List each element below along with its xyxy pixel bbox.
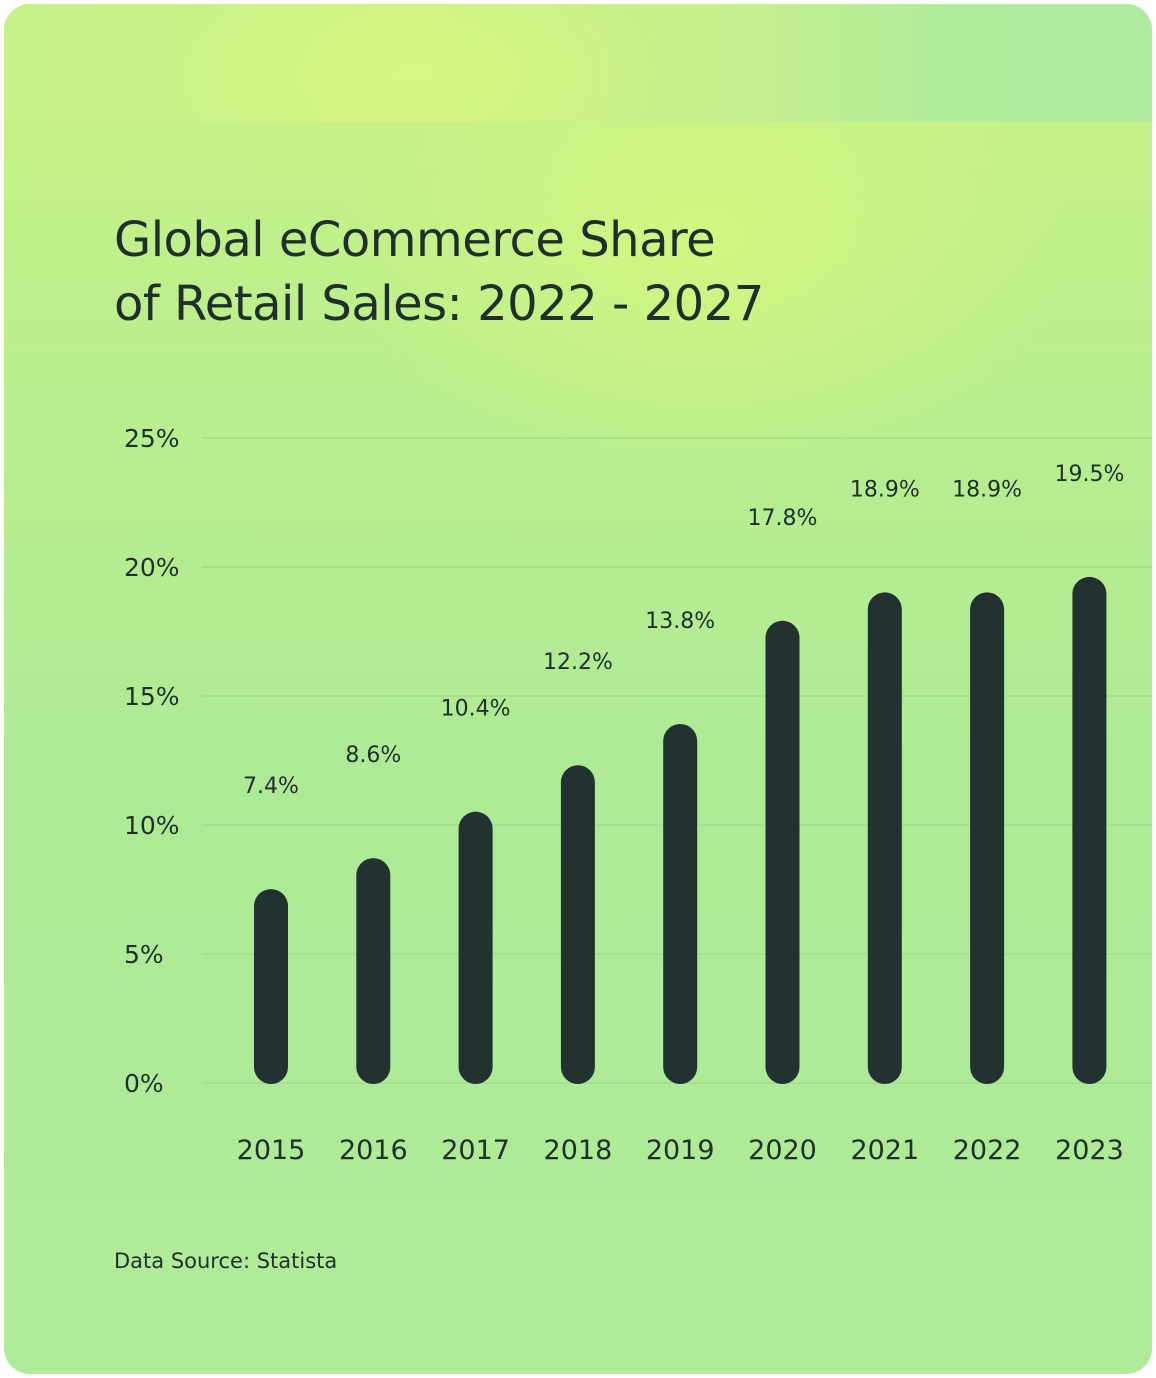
chart-card: Global eCommerce Share of Retail Sales: … [4,4,1152,1374]
x-tick-label: 2021 [850,1135,919,1166]
y-tick-label: 5% [124,940,164,969]
data-label: 17.8% [748,506,818,531]
bar [867,592,902,1084]
data-label: 10.4% [441,697,511,722]
x-tick-label: 2018 [544,1135,613,1166]
x-tick-label: 2020 [748,1135,817,1166]
chart-title-line-2: of Retail Sales: 2022 - 2027 [114,276,764,332]
bar [356,858,391,1084]
y-tick-label: 10% [124,811,180,840]
bar [560,765,595,1084]
chart-title-line-1: Global eCommerce Share [114,212,716,268]
data-label: 13.8% [645,609,715,634]
data-source: Data Source: Statista [114,1249,338,1273]
bar [458,811,493,1084]
x-tick-label: 2019 [646,1135,715,1166]
y-tick-label: 25% [124,424,180,453]
bar [663,723,698,1084]
data-label: 7.4% [243,774,299,799]
header-band [4,4,1152,122]
x-tick-label: 2015 [237,1135,306,1166]
bar [1072,576,1107,1084]
y-tick-label: 20% [124,553,180,582]
y-tick-label: 0% [124,1069,164,1098]
x-tick-label: 2016 [339,1135,408,1166]
y-tick-label: 15% [124,682,180,711]
chart-title: Global eCommerce Share of Retail Sales: … [114,208,1014,336]
bar [254,889,288,1084]
x-tick-label: 2023 [1055,1135,1124,1166]
data-label: 12.2% [543,650,613,675]
x-tick-label: 2017 [441,1135,510,1166]
bar [970,592,1005,1084]
data-label: 18.9% [850,477,920,502]
bar [765,620,800,1084]
data-label: 19.5% [1054,462,1124,487]
data-label: 8.6% [345,743,401,768]
data-label: 18.9% [952,477,1022,502]
x-tick-label: 2022 [953,1135,1022,1166]
